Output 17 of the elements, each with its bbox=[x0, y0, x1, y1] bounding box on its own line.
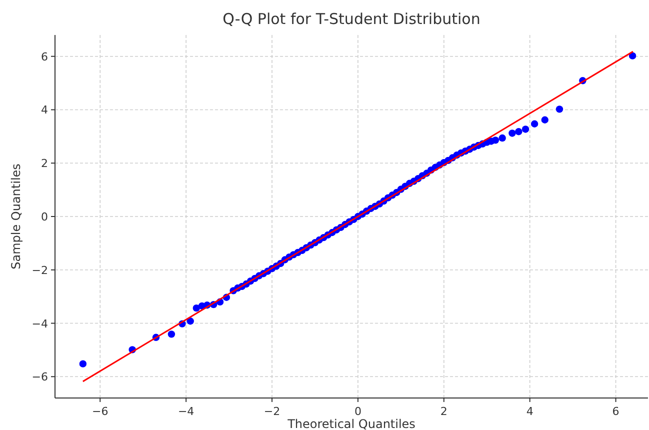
y-tick-label: −2 bbox=[32, 264, 48, 277]
y-tick-label: 6 bbox=[41, 50, 48, 64]
y-axis-title: Sample Quantiles bbox=[9, 164, 23, 270]
y-tick-label: −4 bbox=[32, 317, 48, 330]
y-tick-label: 4 bbox=[41, 104, 48, 117]
x-tick-label: 0 bbox=[354, 405, 362, 418]
chart-title: Q-Q Plot for T-Student Distribution bbox=[222, 10, 480, 28]
y-tick-label: 2 bbox=[41, 157, 48, 170]
y-tick-label: −6 bbox=[32, 370, 48, 384]
y-tick-label: 0 bbox=[41, 210, 48, 224]
x-tick-label: −6 bbox=[92, 405, 108, 418]
x-tick-label: 2 bbox=[440, 405, 448, 418]
x-tick-label: −4 bbox=[178, 405, 194, 418]
x-tick-label: 6 bbox=[612, 405, 620, 418]
x-axis-title: Theoretical Quantiles bbox=[286, 417, 416, 430]
x-tick-label: 4 bbox=[526, 405, 534, 418]
x-tick-label: −2 bbox=[264, 405, 280, 418]
